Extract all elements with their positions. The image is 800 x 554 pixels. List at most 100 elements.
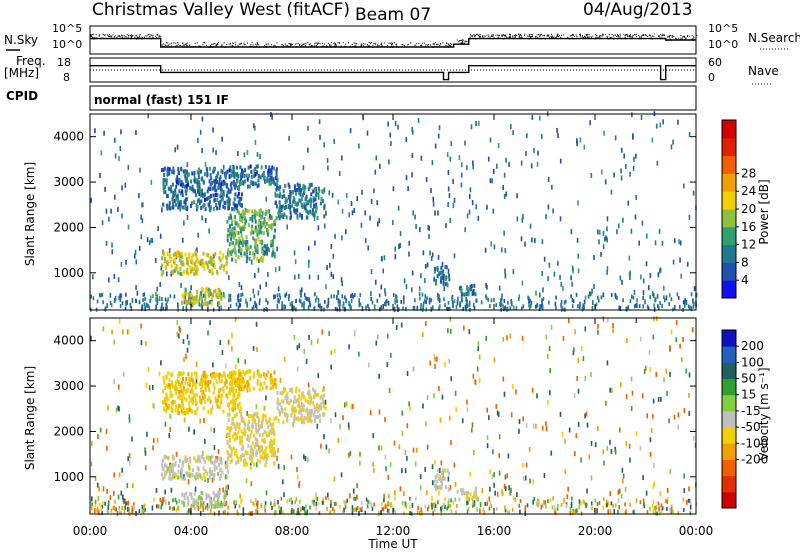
power-echo-point	[537, 150, 539, 156]
nsearch-dot	[102, 37, 104, 39]
power-region-point	[236, 194, 239, 199]
power-region-point	[296, 188, 299, 193]
nsearch-dot	[528, 34, 530, 36]
power-echo-point	[642, 278, 645, 284]
power-region-point	[185, 169, 188, 174]
velocity-echo-point	[188, 426, 190, 432]
power-region-point	[177, 171, 180, 176]
velocity-ground-point	[359, 507, 362, 512]
power-region-point	[305, 208, 308, 213]
power-region-point	[311, 208, 314, 213]
power-echo-point	[243, 152, 246, 158]
velocity-region-point	[195, 375, 198, 380]
nsearch-dot	[93, 33, 95, 35]
velocity-ground-point	[101, 511, 103, 516]
power-ground-point	[365, 305, 367, 310]
nsearch-dot	[579, 34, 581, 36]
power-echo-point	[592, 299, 594, 305]
velocity-echo-point	[296, 345, 299, 351]
power-echo-point	[156, 298, 159, 304]
power-region-point	[263, 176, 266, 181]
power-echo-point	[199, 199, 201, 205]
velocity-ground-point	[578, 499, 581, 504]
velocity-region-point	[163, 463, 166, 468]
power-region-point	[254, 225, 257, 230]
velocity-echo-point	[280, 506, 282, 512]
power-echo-point	[525, 133, 528, 139]
velocity-echo-point	[213, 445, 216, 451]
power-echo-point	[511, 301, 513, 307]
velocity-echo-point	[659, 510, 661, 516]
velocity-ground-point	[163, 496, 166, 501]
nsearch-dot	[90, 34, 92, 36]
velocity-region-point	[204, 399, 207, 404]
velocity-region-point	[286, 391, 289, 396]
power-region-point	[161, 256, 164, 261]
nsearch-dot	[462, 40, 464, 42]
velocity-ground-point	[482, 508, 485, 513]
velocity-echo-point	[324, 399, 327, 405]
power-echo-point	[633, 156, 635, 162]
nsearch-dot	[483, 35, 485, 37]
power-echo-point	[413, 305, 416, 311]
velocity-region-point	[166, 405, 169, 410]
velocity-region-point	[254, 436, 257, 441]
power-region-point	[308, 184, 311, 189]
velocity-ground-point	[366, 504, 369, 509]
nsearch-dot	[183, 46, 185, 48]
nsearch-dot	[183, 46, 185, 48]
nsearch-dot	[451, 43, 453, 45]
power-region-point	[209, 199, 212, 204]
nsearch-dot	[215, 45, 217, 47]
nsearch-dot	[113, 36, 115, 38]
velocity-echo-point	[216, 456, 219, 462]
velocity-region-point	[195, 459, 198, 464]
nsearch-dot	[439, 44, 441, 46]
velocity-region-point	[265, 446, 268, 451]
nsearch-dot	[214, 43, 216, 45]
power-region-point	[241, 168, 244, 173]
velocity-region-point	[243, 430, 246, 435]
velocity-region-point	[232, 402, 235, 407]
nsearch-dot	[478, 34, 480, 36]
nsearch-dot	[518, 36, 520, 38]
power-echo-point	[119, 145, 122, 151]
nsearch-dot	[149, 37, 151, 39]
power-ground-point	[317, 303, 320, 308]
velocity-echo-point	[420, 485, 422, 491]
power-ground-point	[173, 294, 176, 299]
power-echo-point	[117, 277, 120, 283]
power-ground-point	[647, 306, 650, 311]
nsearch-dot	[572, 33, 574, 35]
velocity-region-point	[188, 405, 191, 410]
velocity-region-point	[270, 377, 273, 382]
power-echo-point	[420, 155, 423, 161]
velocity-region-point	[227, 456, 230, 461]
power-ground-point	[570, 294, 572, 299]
velocity-region-point	[216, 401, 219, 406]
velocity-region-point	[293, 413, 296, 418]
velocity-echo-point	[481, 488, 484, 494]
velocity-echo-point	[194, 486, 197, 492]
velocity-ground-point	[249, 511, 251, 516]
velocity-echo-point	[449, 316, 452, 322]
velocity-region-point	[177, 374, 180, 379]
velocity-echo-point	[128, 460, 131, 466]
velocity-ground-point	[333, 509, 336, 514]
nsearch-dot	[398, 46, 400, 48]
power-region-point	[304, 185, 307, 190]
velocity-ground-point	[553, 505, 556, 510]
power-echo-point	[486, 284, 488, 290]
power-ground-point	[185, 305, 188, 310]
power-ground-point	[419, 296, 421, 301]
power-echo-point	[447, 268, 450, 274]
power-ground-point	[291, 300, 293, 305]
velocity-region-point	[228, 433, 231, 438]
velocity-region-point	[246, 379, 249, 384]
velocity-ground-point	[174, 497, 177, 502]
velocity-echo-point	[472, 373, 475, 379]
power-region-point	[312, 196, 315, 201]
power-echo-point	[670, 144, 673, 150]
velocity-echo-point	[535, 423, 537, 429]
power-region-point	[254, 166, 257, 171]
